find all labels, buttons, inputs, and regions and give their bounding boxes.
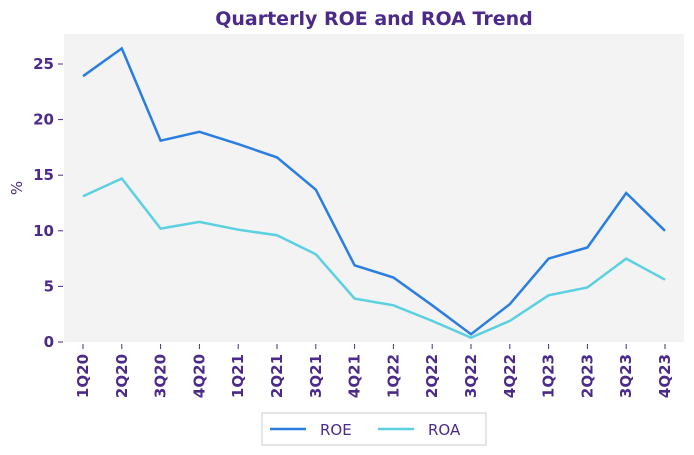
y-axis-label: %: [8, 181, 26, 195]
x-tick-label: 1Q20: [74, 354, 92, 398]
x-tick-label: 2Q23: [578, 354, 596, 398]
y-tick-label: 25: [33, 55, 54, 73]
series-line-roa: [82, 176, 666, 339]
x-tick-label: 2Q21: [268, 354, 286, 398]
y-tick-label: 0: [44, 333, 54, 351]
chart-title: Quarterly ROE and ROA Trend: [215, 8, 533, 30]
series-line-roe: [82, 46, 666, 336]
x-tick-label: 4Q21: [346, 354, 364, 398]
x-tick-label: 3Q20: [152, 354, 170, 398]
plot-background: [64, 34, 684, 342]
x-tick-label: 3Q21: [307, 354, 325, 398]
y-tick-label: 10: [33, 222, 54, 240]
y-tick-label: 15: [33, 166, 54, 184]
x-tick-label: 4Q23: [656, 354, 674, 398]
legend: ROE ROA: [261, 412, 487, 446]
x-tick-label: 4Q20: [190, 354, 208, 398]
x-tick-label: 2Q20: [113, 354, 131, 398]
x-tick-label: 1Q21: [229, 354, 247, 398]
y-tick-label: 20: [33, 111, 54, 129]
series-group: [82, 46, 666, 339]
legend-label-roa: ROA: [428, 421, 461, 439]
y-axis: 0 5 10 15 20 25: [33, 55, 63, 351]
x-tick-label: 3Q23: [617, 354, 635, 398]
x-tick-label: 2Q22: [423, 354, 441, 398]
x-tick-label: 3Q22: [462, 354, 480, 398]
x-tick-label: 4Q22: [501, 354, 519, 398]
x-tick-label: 1Q23: [540, 354, 558, 398]
legend-label-roe: ROE: [320, 421, 352, 439]
y-tick-label: 5: [44, 277, 54, 295]
x-axis: 1Q20 2Q20 3Q20 4Q20 1Q21 2Q21 3Q21 4Q21 1Q22 2Q22…: [74, 344, 674, 398]
x-tick-label: 1Q22: [384, 354, 402, 398]
